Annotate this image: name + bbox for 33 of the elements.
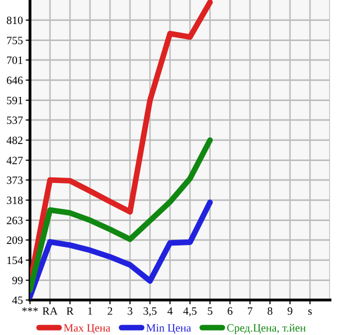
y-tick-label: 482 bbox=[6, 136, 22, 144]
y-tick-label: 755 bbox=[7, 36, 23, 44]
y-tick-label: 99 bbox=[12, 276, 23, 284]
y-tick-label: 209 bbox=[6, 236, 23, 244]
y-tick-label: 591 bbox=[7, 96, 22, 104]
x-tick-label: RA bbox=[42, 307, 58, 315]
x-tick-label: 8 bbox=[268, 307, 272, 315]
y-tick-label: 45 bbox=[12, 296, 23, 304]
x-tick-label: 4,5 bbox=[183, 307, 197, 316]
x-tick-label: 4 bbox=[167, 307, 173, 315]
legend-label: Сред.Цена, т.йен bbox=[227, 324, 306, 334]
y-tick-label: 427 bbox=[6, 156, 23, 164]
y-tick-label: 537 bbox=[7, 116, 23, 124]
x-tick-label: 7 bbox=[248, 307, 252, 315]
y-tick-label: 263 bbox=[6, 216, 23, 224]
legend-label: Min Цена bbox=[146, 324, 192, 334]
x-tick-label: 2 bbox=[108, 307, 112, 315]
y-tick-label: 373 bbox=[6, 176, 23, 184]
x-tick-label: 3,5 bbox=[144, 307, 157, 316]
y-tick-label: 646 bbox=[6, 76, 23, 84]
y-tick-label: 701 bbox=[7, 56, 22, 64]
x-tick-label: 1 bbox=[88, 307, 92, 315]
x-tick-label: 6 bbox=[228, 307, 232, 315]
y-tick-label: 154 bbox=[7, 256, 23, 264]
x-tick-label: 3 bbox=[128, 307, 132, 315]
x-tick-label: 9 bbox=[288, 307, 292, 315]
y-tick-label: 318 bbox=[6, 196, 23, 204]
x-tick-label: 5 bbox=[208, 307, 212, 315]
y-tick-label: 810 bbox=[6, 16, 23, 24]
x-tick-label: s bbox=[308, 309, 312, 315]
x-tick-label: *** bbox=[22, 307, 38, 312]
legend-label: Max Цена bbox=[64, 324, 110, 334]
x-tick-label: R bbox=[66, 307, 74, 315]
